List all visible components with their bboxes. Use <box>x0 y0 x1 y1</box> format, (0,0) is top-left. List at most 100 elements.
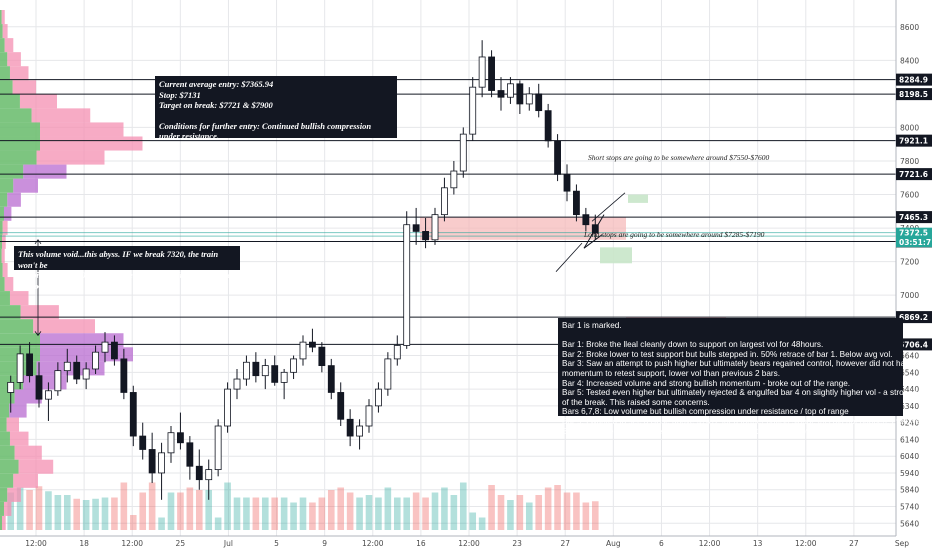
profile-bar <box>7 192 21 207</box>
level-tag <box>896 211 932 224</box>
volume-bar <box>478 517 486 530</box>
volume-void-note-line: This volume void...this abyss. IF we bre… <box>18 249 219 270</box>
candle-body <box>252 361 260 377</box>
volume-bar <box>384 487 392 530</box>
entry-note-line: Stop: $7131 <box>159 89 201 100</box>
volume-bar <box>459 482 467 530</box>
candle-body <box>290 358 297 373</box>
level-tag <box>896 73 932 86</box>
profile-bar-base <box>0 333 40 348</box>
volume-bar <box>205 490 213 530</box>
volume-bar <box>290 502 297 530</box>
profile-bar <box>2 24 8 39</box>
profile-bar <box>14 445 42 460</box>
bar-note-line: Bar 3: Saw an attempt to push higher but… <box>562 359 914 369</box>
price-tick-label: 6140 <box>900 435 919 444</box>
profile-bar-base <box>0 431 10 446</box>
time-tick-label: 5 <box>274 539 279 548</box>
time-tick-label: 16 <box>416 539 426 548</box>
profile-bar-base <box>0 305 21 320</box>
profile-bar <box>13 178 39 193</box>
candle-body <box>195 465 203 481</box>
volume-bar <box>544 487 552 530</box>
volume-bar <box>403 497 411 530</box>
long-stops-annotation: Long stops are going to be somewhere aro… <box>584 230 765 239</box>
volume-bar <box>412 492 420 530</box>
profile-bar <box>31 108 91 123</box>
profile-bar-base <box>0 206 4 221</box>
price-tick-label: 6440 <box>900 385 919 394</box>
candle-body <box>224 388 231 427</box>
candle-body <box>375 388 382 407</box>
profile-bar-base <box>0 515 2 530</box>
current-price-tag <box>896 237 932 248</box>
candle-body <box>73 361 81 380</box>
profile-bar <box>3 206 12 221</box>
volume-bar <box>431 492 439 530</box>
volume-bar <box>356 497 363 530</box>
trend-line <box>583 214 605 249</box>
volume-bar <box>365 495 373 530</box>
volume-bar <box>525 502 533 530</box>
profile-bar <box>9 431 29 446</box>
candle-body <box>54 370 62 392</box>
profile-bar-base <box>0 178 14 193</box>
candle-body <box>177 432 184 444</box>
candle-body <box>422 231 429 241</box>
candle-body <box>497 90 505 98</box>
volume-bar <box>73 498 81 530</box>
profile-bar <box>18 459 54 474</box>
price-tick-label: 7200 <box>900 258 919 267</box>
candle-body <box>101 341 109 353</box>
price-tick-label: 6640 <box>900 352 919 361</box>
level-tag-label: 6869.2 <box>899 313 928 322</box>
arrow-line-up <box>591 192 626 222</box>
bar-analysis-note: Bar 1 is marked. Bar 1: Broke the lleal … <box>558 318 932 436</box>
level-tag-label: 8198.5 <box>899 90 928 99</box>
level-tag-label: 7921.1 <box>899 137 928 146</box>
price-axis[interactable]: 5640 5740 5840 5940 6040 6140 6240 6340 6440 6540… <box>900 23 919 529</box>
candle-body <box>450 170 458 189</box>
volume-bar <box>318 497 326 530</box>
time-tick-label: 27 <box>849 539 859 548</box>
candle-body <box>280 371 288 383</box>
candle-body <box>205 469 213 481</box>
long-stop-zone <box>600 247 632 264</box>
candle-body <box>563 173 571 192</box>
profile-bar-base <box>0 122 40 137</box>
volume-bar <box>535 495 543 530</box>
candle-body <box>393 345 401 360</box>
volume-bar <box>252 497 260 530</box>
volume-bar <box>554 485 561 530</box>
short-stops-annotation: Short stops are going to be somewhere ar… <box>588 153 770 162</box>
price-tick-label: 6040 <box>900 452 919 461</box>
profile-bar <box>7 487 21 502</box>
candle-body <box>148 449 156 474</box>
price-tags: 8284.98198.57921.17721.67465.37320.26869… <box>896 73 932 351</box>
candle-body <box>459 133 467 172</box>
price-tick-label: 5840 <box>900 486 919 495</box>
volume-bar <box>488 485 495 530</box>
volume-bar <box>167 492 175 530</box>
volume-bar <box>261 497 269 530</box>
candle-body <box>45 390 52 400</box>
bar-note-line: Bar 4: Increased volume and strong bulli… <box>562 378 851 388</box>
trend-line <box>583 234 603 249</box>
volume-bar <box>591 501 599 530</box>
volume-bar <box>148 482 156 530</box>
volume-bar <box>346 492 354 530</box>
candle-body <box>233 378 241 390</box>
candle-body <box>63 361 71 372</box>
time-tick-label: 23 <box>512 539 522 548</box>
profile-bar-base <box>0 52 8 67</box>
candle-body <box>441 187 448 216</box>
time-tick-label: 25 <box>176 539 186 548</box>
profile-bar <box>40 347 133 362</box>
time-axis[interactable]: 12:00 18 12:00 25 Jul 5 9 12:00 16 12:00 23 27 Aug 6 1… <box>25 539 909 548</box>
entry-note: Current average entry: $7365.94 Stop: $7… <box>155 76 397 141</box>
price-tick-label: 6240 <box>900 419 919 428</box>
candle-body <box>92 351 99 370</box>
candle-body <box>384 358 392 390</box>
profile-bar-base <box>0 192 8 207</box>
level-tag <box>896 338 932 351</box>
